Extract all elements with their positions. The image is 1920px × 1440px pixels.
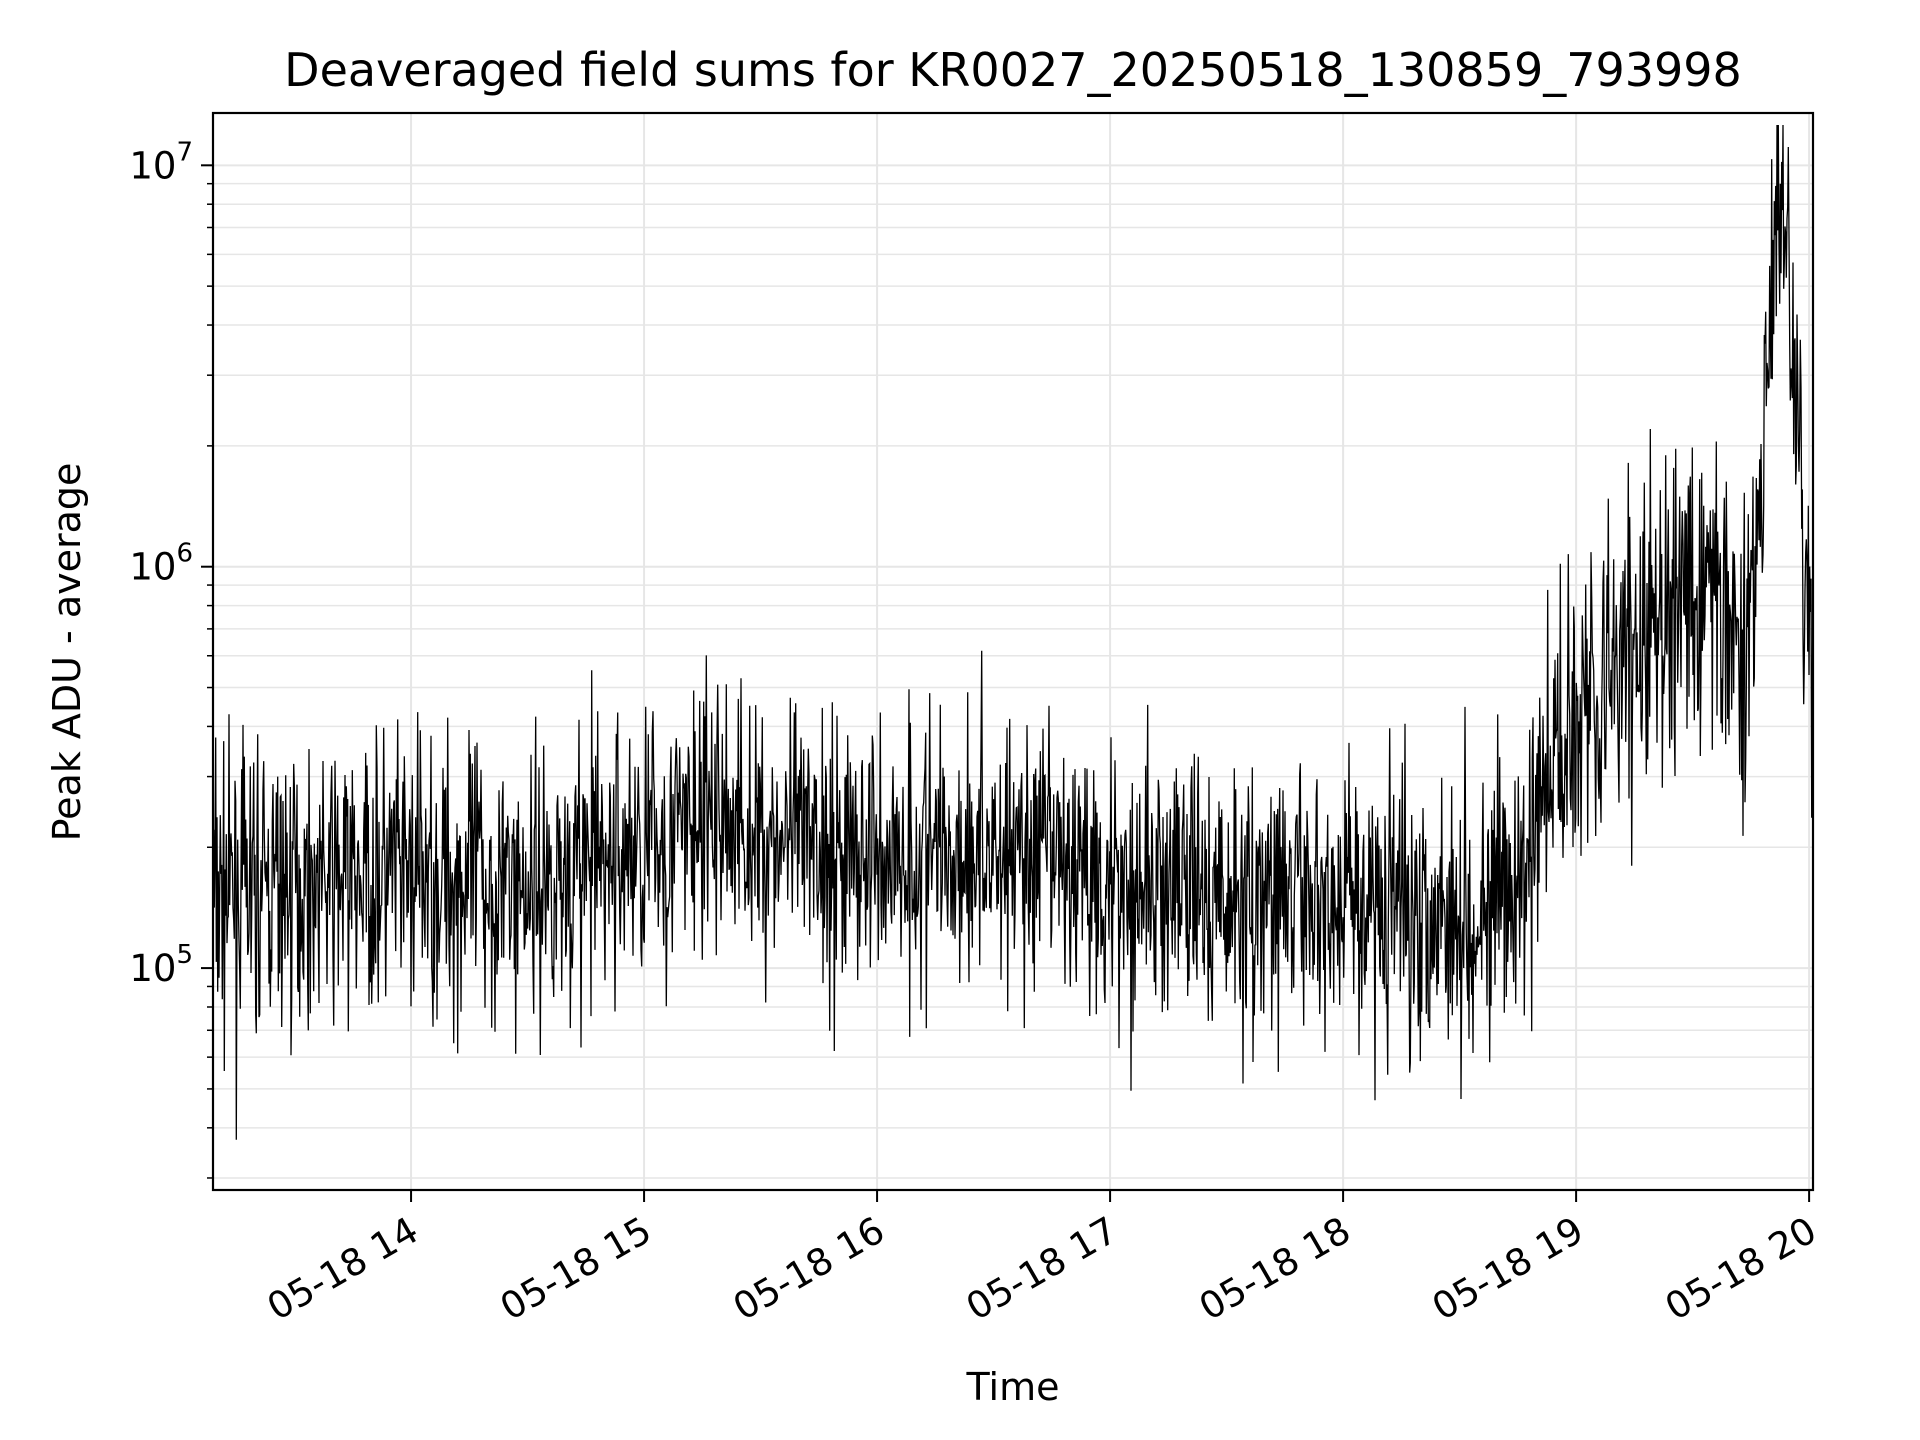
y-axis-label: Peak ADU - average <box>45 463 89 842</box>
y-tick-base: 10 <box>129 947 176 990</box>
y-tick-base: 10 <box>129 546 176 589</box>
plot-frame <box>211 111 1815 1192</box>
series-line <box>212 124 1814 1140</box>
grid-lines <box>213 113 1813 1190</box>
x-axis-label: Time <box>966 1365 1060 1409</box>
y-tick-base: 10 <box>129 144 176 187</box>
y-tick-exponent: 7 <box>176 137 193 167</box>
y-tick-label: 105 <box>129 940 193 990</box>
y-tick-exponent: 6 <box>176 539 193 569</box>
chart-title: Deaveraged field sums for KR0027_2025051… <box>284 43 1742 97</box>
y-tick-exponent: 5 <box>176 940 193 970</box>
y-tick-label: 106 <box>129 539 193 589</box>
y-tick-label: 107 <box>129 137 193 187</box>
